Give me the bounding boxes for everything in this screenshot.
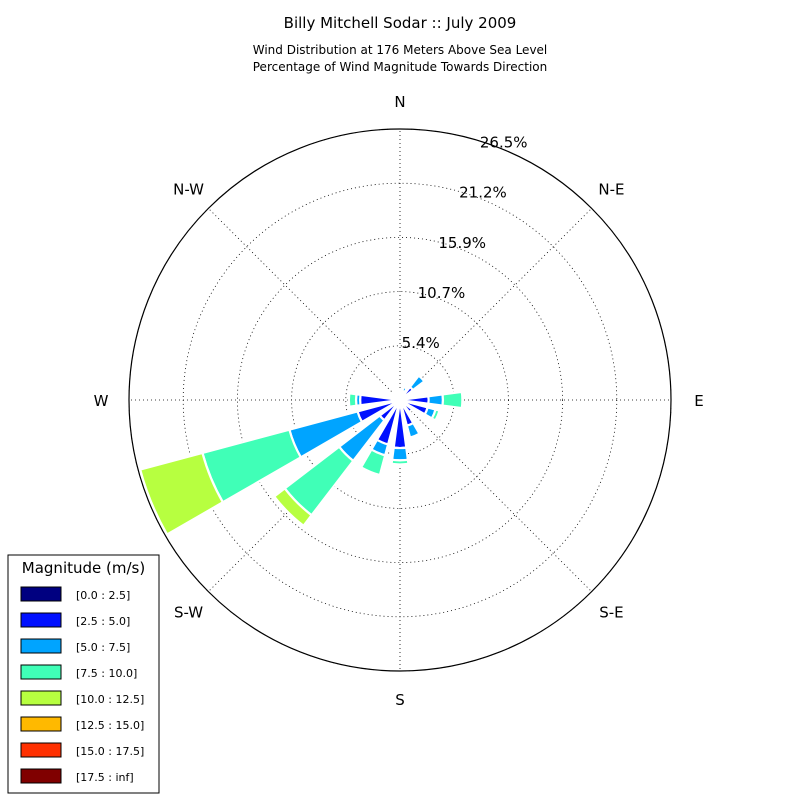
- ring-labels: 5.4% 10.7% 15.9% 21.2% 26.5%: [402, 134, 528, 352]
- legend-swatch-6: [20, 742, 62, 758]
- bar-dir-202_5-bin-3: [359, 448, 387, 477]
- direction-label-w: W: [94, 392, 109, 410]
- bar-dir-22_5-bin-2: [401, 385, 409, 394]
- grid-spoke-s-e: [399, 399, 592, 592]
- legend-label-2: [5.0 : 7.5]: [76, 641, 130, 654]
- legend-title: Magnitude (m/s): [22, 559, 145, 577]
- bar-dir-180-bin-2: [390, 446, 410, 462]
- ring-label-5: 26.5%: [480, 134, 528, 152]
- bar-dir-157_5-bin-2: [405, 421, 421, 439]
- bar-dir-90-bin-2: [427, 393, 445, 407]
- ring-label-1: 5.4%: [402, 334, 440, 352]
- ring-label-4: 21.2%: [459, 184, 507, 202]
- legend-swatch-1: [20, 612, 62, 628]
- bar-dir-247_5-bin-4: [138, 451, 225, 536]
- legend-swatch-3: [20, 664, 62, 680]
- bar-dir-225-bin-4: [272, 486, 314, 528]
- direction-label-n-w: N-W: [173, 181, 204, 199]
- chart-subtitle-line-2: Percentage of Wind Magnitude Towards Dir…: [253, 60, 547, 74]
- ring-label-2: 10.7%: [418, 284, 466, 302]
- bar-dir-337_5-bin-1: [394, 391, 401, 399]
- bar-dir-270-bin-3: [347, 392, 358, 408]
- grid-spoke-n-w: [208, 208, 401, 401]
- polar-grid: [128, 128, 672, 672]
- bar-dir-45-bin-2: [408, 374, 426, 392]
- legend-label-6: [15.0 : 17.5]: [76, 745, 144, 758]
- chart-title: Billy Mitchell Sodar :: July 2009: [284, 14, 517, 32]
- legend-swatch-4: [20, 690, 62, 706]
- legend-swatch-7: [20, 768, 62, 784]
- legend-label-5: [12.5 : 15.0]: [76, 719, 144, 732]
- grid-ring-3: [236, 236, 564, 564]
- ring-label-3: 15.9%: [438, 234, 486, 252]
- grid-spoke-n-e: [399, 208, 592, 401]
- direction-label-s-w: S-W: [174, 603, 203, 621]
- wind-bars: [138, 374, 464, 536]
- direction-label-s-e: S-E: [599, 603, 623, 621]
- direction-label-n-e: N-E: [598, 181, 624, 199]
- direction-labels: N N-E E S-E S S-W W N-W: [94, 93, 704, 709]
- legend-swatch-2: [20, 638, 62, 654]
- chart-subtitle-line-1: Wind Distribution at 176 Meters Above Se…: [253, 43, 548, 57]
- legend-items: [0.0 : 2.5] [2.5 : 5.0] [5.0 : 7.5] [7.5 : …: [20, 586, 144, 784]
- bar-dir-90-bin-3: [441, 390, 464, 410]
- legend-swatch-0: [20, 586, 62, 602]
- legend-swatch-5: [20, 716, 62, 732]
- bar-dir-112_5-bin-3: [430, 408, 441, 422]
- legend-label-0: [0.0 : 2.5]: [76, 589, 130, 602]
- legend-label-7: [17.5 : inf]: [76, 771, 134, 784]
- legend-label-1: [2.5 : 5.0]: [76, 615, 130, 628]
- direction-label-s: S: [395, 691, 405, 709]
- legend-label-3: [7.5 : 10.0]: [76, 667, 137, 680]
- bar-dir-180-bin-3: [390, 458, 410, 466]
- legend: Magnitude (m/s) [0.0 : 2.5] [2.5 : 5.0] [5…: [7, 554, 160, 794]
- direction-label-e: E: [694, 392, 703, 410]
- legend-label-4: [10.0 : 12.5]: [76, 693, 144, 706]
- direction-label-n: N: [394, 93, 405, 111]
- outer-circle: [128, 128, 672, 672]
